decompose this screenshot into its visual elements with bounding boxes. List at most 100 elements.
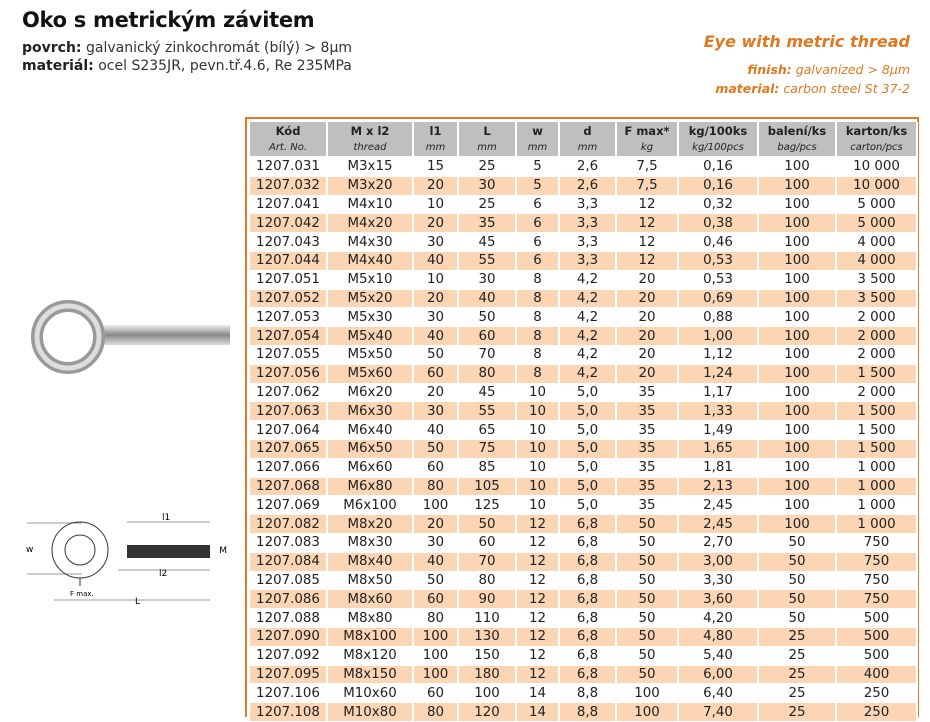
table-cell: 50 <box>458 307 517 328</box>
table-cell: 1 000 <box>836 458 918 478</box>
table-cell: 20 <box>616 345 679 365</box>
table-cell: M8x40 <box>327 552 414 572</box>
table-cell: 500 <box>836 627 918 647</box>
table-cell: 1,00 <box>678 326 759 346</box>
table-cell: 6,8 <box>559 589 617 610</box>
table-cell: 1207.056 <box>250 364 328 384</box>
table-cell: 100 <box>758 213 837 234</box>
table-cell: 20 <box>413 289 459 309</box>
table-cell: 50 <box>458 514 517 534</box>
table-cell: 2 000 <box>836 326 918 346</box>
table-cell: 25 <box>458 157 517 177</box>
table-row: 1207.085 M8x50 50 80 12 6,8 50 3,30 50 750 <box>250 571 918 591</box>
table-cell: 30 <box>413 401 459 422</box>
table-cell: M5x40 <box>327 326 414 346</box>
table-cell: 85 <box>458 458 517 478</box>
table-cell: 10 <box>516 439 560 459</box>
table-cell: 50 <box>758 533 837 553</box>
table-cell: 35 <box>616 420 679 440</box>
table-cell: 6 <box>516 232 560 252</box>
table-cell: 1207.083 <box>250 533 328 553</box>
table-cell: 10 <box>516 420 560 440</box>
table-cell: M5x60 <box>327 364 414 384</box>
table-cell: 50 <box>413 345 459 365</box>
finish-line: finish: galvanized > 8µm <box>747 62 910 77</box>
table-cell: 3,3 <box>559 213 617 234</box>
table-cell: M6x80 <box>327 477 414 497</box>
table-cell: 1207.069 <box>250 495 328 516</box>
table-row: 1207.052 M5x20 20 40 8 4,2 20 0,69 100 3 500 <box>250 289 918 309</box>
table-cell: 100 <box>758 232 837 252</box>
w-label: w <box>26 545 33 555</box>
material-line: materiál: ocel S235JR, pevn.tř.4.6, Re 2… <box>22 58 352 74</box>
table-cell: 5,0 <box>559 420 617 440</box>
table-cell: 1207.066 <box>250 458 328 478</box>
table-cell: 12 <box>516 571 560 591</box>
table-cell: 1,49 <box>678 420 759 440</box>
table-cell: 1 000 <box>836 477 918 497</box>
table-cell: 5,0 <box>559 495 617 516</box>
table-cell: 45 <box>458 383 517 403</box>
page-title: Oko s metrickým závitem <box>22 8 315 32</box>
table-cell: 100 <box>758 270 837 290</box>
table-cell: 1207.042 <box>250 213 328 234</box>
table-row: 1207.090 M8x100 100 130 12 6,8 50 4,80 25 500 <box>250 627 918 647</box>
table-cell: 1207.043 <box>250 232 328 252</box>
table-cell: 8 <box>516 326 560 346</box>
column-unit: carton/pcs <box>836 139 918 158</box>
table-cell: M8x50 <box>327 571 414 591</box>
table-cell: 6,40 <box>678 683 759 704</box>
table-cell: 60 <box>413 364 459 384</box>
table-cell: M3x20 <box>327 176 414 196</box>
table-cell: 45 <box>458 232 517 252</box>
table-cell: 100 <box>758 289 837 309</box>
table-cell: 20 <box>413 383 459 403</box>
table-cell: M6x100 <box>327 495 414 516</box>
table-cell: 50 <box>616 589 679 610</box>
table-cell: 12 <box>516 665 560 685</box>
table-cell: 8 <box>516 364 560 384</box>
table-cell: 2,6 <box>559 157 617 177</box>
table-cell: 1207.054 <box>250 326 328 346</box>
table-cell: 100 <box>413 646 459 666</box>
table-cell: 35 <box>616 458 679 478</box>
table-cell: 1207.088 <box>250 608 328 628</box>
table-cell: 1 500 <box>836 420 918 440</box>
table-cell: 2 000 <box>836 307 918 328</box>
finish-value: galvanized > 8µm <box>795 62 910 77</box>
table-cell: 0,88 <box>678 307 759 328</box>
column-unit: mm <box>458 139 517 158</box>
table-cell: 8 <box>516 289 560 309</box>
table-cell: 50 <box>758 552 837 572</box>
table-cell: 10 000 <box>836 176 918 196</box>
surface-value: galvanický zinkochromát (bílý) > 8µm <box>86 40 353 56</box>
table-cell: 100 <box>458 683 517 704</box>
table-cell: 25 <box>458 195 517 215</box>
table-cell: 4,2 <box>559 307 617 328</box>
table-cell: M4x20 <box>327 213 414 234</box>
table-cell: 12 <box>516 646 560 666</box>
table-cell: 3 500 <box>836 289 918 309</box>
table-cell: 1207.095 <box>250 665 328 685</box>
table-cell: 50 <box>616 608 679 628</box>
table-cell: 100 <box>758 326 837 346</box>
table-cell: 6 <box>516 251 560 271</box>
table-cell: 0,46 <box>678 232 759 252</box>
table-cell: 100 <box>413 495 459 516</box>
table-cell: 0,16 <box>678 176 759 196</box>
table-cell: 30 <box>413 232 459 252</box>
material-label: materiál: <box>22 58 94 74</box>
table-cell: 6,8 <box>559 608 617 628</box>
table-cell: 55 <box>458 401 517 422</box>
table-cell: 12 <box>516 533 560 553</box>
table-cell: 50 <box>758 608 837 628</box>
table-cell: 750 <box>836 571 918 591</box>
table-row: 1207.088 M8x80 80 110 12 6,8 50 4,20 50 500 <box>250 608 918 628</box>
table-cell: 4,2 <box>559 289 617 309</box>
column-header: w <box>516 122 560 139</box>
table-cell: 4,2 <box>559 270 617 290</box>
table-cell: 5,0 <box>559 439 617 459</box>
table-cell: 1207.063 <box>250 401 328 422</box>
table-cell: 70 <box>458 345 517 365</box>
table-cell: 15 <box>413 157 459 177</box>
